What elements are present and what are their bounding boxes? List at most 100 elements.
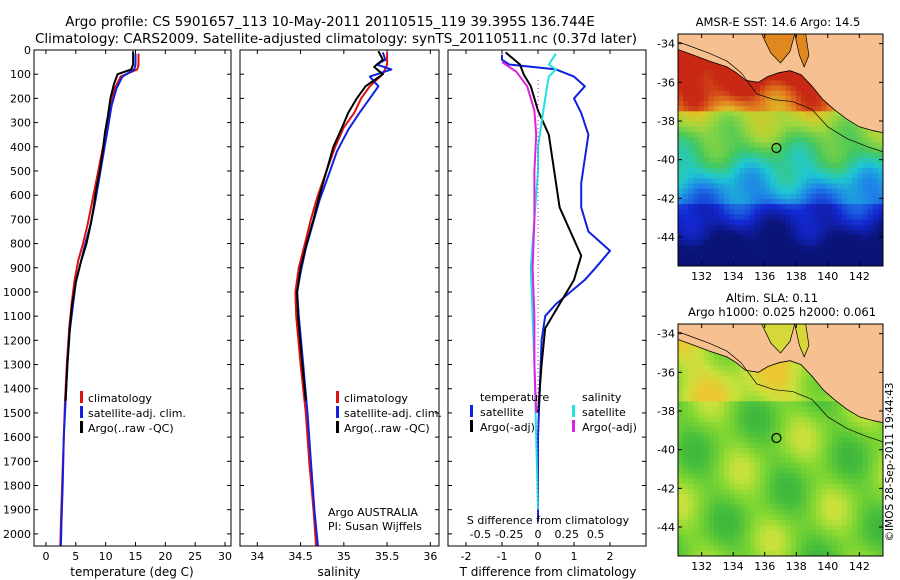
map-cell bbox=[862, 131, 869, 138]
map-cell bbox=[795, 458, 802, 464]
map-cell bbox=[816, 519, 823, 526]
map-cell bbox=[785, 509, 792, 516]
map-cell bbox=[739, 157, 746, 164]
map-cell bbox=[770, 137, 776, 143]
map-cell bbox=[754, 432, 761, 439]
map-cell bbox=[852, 178, 858, 185]
map-cell bbox=[867, 432, 874, 439]
map-cell bbox=[770, 458, 776, 464]
map-cell bbox=[703, 442, 710, 449]
map-cell bbox=[678, 427, 684, 433]
map-cell bbox=[806, 550, 812, 556]
map-cell bbox=[836, 260, 843, 266]
map-cell bbox=[826, 204, 833, 210]
map-cell bbox=[806, 535, 812, 542]
map-cell bbox=[801, 183, 807, 190]
map-cell bbox=[780, 121, 787, 128]
map-cell bbox=[688, 442, 694, 449]
map-cell bbox=[734, 173, 741, 179]
map-cell bbox=[867, 173, 874, 179]
map-cell bbox=[760, 126, 766, 133]
map-cell bbox=[842, 209, 848, 216]
map-cell bbox=[836, 406, 843, 413]
map-cell bbox=[831, 499, 838, 506]
map-cell bbox=[703, 80, 710, 87]
map-cell bbox=[754, 514, 761, 521]
map-cell bbox=[724, 126, 730, 133]
map-cell bbox=[811, 550, 817, 556]
y-tick-label: 1200 bbox=[3, 334, 31, 347]
map-cell bbox=[708, 442, 715, 449]
map-cell bbox=[780, 365, 787, 371]
map-cell bbox=[698, 427, 705, 433]
map-cell bbox=[703, 530, 710, 536]
legend-header-salinity: salinity bbox=[582, 391, 622, 404]
map-cell bbox=[760, 391, 766, 397]
map-cell bbox=[760, 260, 766, 266]
footer-credit: ©IMOS 28-Sep-2011 19:44:43 bbox=[884, 383, 896, 542]
map-cell bbox=[842, 178, 848, 185]
map-cell bbox=[754, 178, 761, 185]
y-tick-label: 200 bbox=[10, 92, 31, 105]
map-cell bbox=[719, 360, 725, 366]
y-tick-label: -38 bbox=[657, 405, 675, 418]
map-cell bbox=[872, 193, 879, 200]
map-cell bbox=[811, 540, 817, 547]
map-cell bbox=[836, 224, 843, 231]
map-cell bbox=[852, 137, 858, 143]
map-cell bbox=[765, 514, 771, 521]
map-cell bbox=[847, 193, 853, 200]
map-cell bbox=[688, 193, 694, 200]
map-cell bbox=[719, 432, 725, 439]
map-cell bbox=[816, 530, 823, 536]
map-cell bbox=[729, 95, 735, 102]
map-cell bbox=[713, 121, 720, 128]
map-cell bbox=[749, 106, 756, 112]
map-cell bbox=[739, 540, 746, 547]
map-cell bbox=[754, 162, 761, 169]
map-cell bbox=[785, 260, 792, 266]
map-cell bbox=[857, 530, 864, 536]
map-cell bbox=[729, 442, 735, 449]
map-cell bbox=[739, 421, 746, 428]
map-cell bbox=[872, 473, 879, 480]
map-cell bbox=[790, 101, 797, 107]
series-line-argo bbox=[296, 50, 384, 401]
map-cell bbox=[678, 49, 684, 56]
x-tick-label: 36 bbox=[423, 550, 437, 563]
map-cell bbox=[734, 111, 741, 118]
map-cell bbox=[780, 427, 787, 433]
map-cell bbox=[729, 80, 735, 87]
map-cell bbox=[754, 530, 761, 536]
map-cell bbox=[760, 463, 766, 469]
map-cell bbox=[780, 101, 787, 107]
map-cell bbox=[703, 106, 710, 112]
map-cell bbox=[693, 260, 700, 266]
map-cell bbox=[749, 380, 756, 387]
map-cell bbox=[724, 95, 730, 102]
map-cell bbox=[847, 183, 853, 190]
map-cell bbox=[683, 385, 689, 392]
map-cell bbox=[693, 152, 700, 159]
map-cell bbox=[842, 478, 848, 485]
map-cell bbox=[698, 101, 705, 107]
map-cell bbox=[816, 411, 823, 418]
map-cell bbox=[811, 396, 817, 402]
map-cell bbox=[683, 535, 689, 542]
map-cell bbox=[698, 509, 705, 516]
map-cell bbox=[785, 360, 792, 366]
map-cell bbox=[693, 463, 700, 469]
map-cell bbox=[698, 157, 705, 164]
map-cell bbox=[703, 188, 710, 195]
map-cell bbox=[734, 519, 741, 526]
map-cell bbox=[739, 178, 746, 185]
map-cell bbox=[780, 106, 787, 112]
map-cell bbox=[724, 427, 730, 433]
map-cell bbox=[770, 494, 776, 500]
map-cell bbox=[842, 198, 848, 205]
map-cell bbox=[795, 193, 802, 200]
map-cell bbox=[790, 514, 797, 521]
map-cell bbox=[785, 411, 792, 418]
map-cell bbox=[754, 152, 761, 159]
map-cell bbox=[698, 514, 705, 521]
